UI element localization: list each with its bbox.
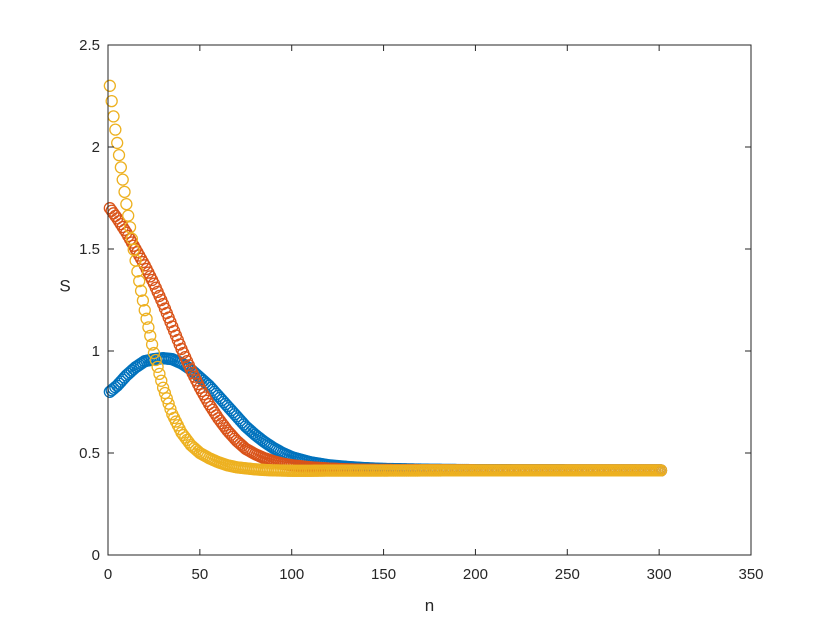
y-tick-label: 0.5: [79, 445, 100, 462]
data-point: [122, 209, 135, 222]
data-point: [116, 173, 129, 186]
x-tick-label: 0: [104, 566, 112, 583]
plot-frame: [107, 44, 752, 556]
y-tick-label: 1: [92, 343, 100, 360]
data-point: [123, 221, 137, 234]
data-point: [105, 94, 118, 108]
x-axis-label: n: [425, 596, 434, 615]
x-tick-label: 50: [192, 566, 209, 583]
y-tick-label: 2.5: [79, 37, 100, 54]
data-point: [103, 79, 116, 92]
data-point: [142, 321, 155, 334]
data-point: [134, 284, 148, 297]
data-point: [118, 223, 131, 236]
series-layer: [103, 79, 668, 477]
data-point: [140, 312, 153, 325]
data-point: [158, 386, 172, 400]
data-point: [147, 346, 161, 360]
data-point: [151, 360, 164, 374]
data-point: [654, 464, 668, 477]
y-tick-label: 1.5: [79, 241, 100, 258]
series-3: [103, 79, 668, 477]
data-point: [144, 329, 157, 343]
data-point: [131, 265, 144, 278]
data-point: [160, 392, 173, 405]
x-tick-label: 100: [279, 566, 304, 583]
data-point: [156, 381, 170, 394]
data-point: [145, 338, 159, 351]
data-point: [162, 397, 175, 410]
data-point: [153, 367, 166, 381]
data-point: [109, 123, 122, 136]
data-point: [149, 353, 162, 367]
data-point: [155, 374, 168, 387]
y-axis-label: S: [59, 277, 70, 296]
data-point: [120, 197, 133, 211]
x-tick-label: 250: [555, 566, 580, 583]
data-point: [112, 149, 126, 162]
axes-layer: 0 50 100 150 200 250 300 350 0 0.5 1 1.5 2 2.5: [79, 37, 763, 583]
x-tick-label: 150: [371, 566, 396, 583]
data-point: [114, 161, 128, 174]
data-point: [136, 294, 150, 307]
data-point: [133, 274, 146, 288]
data-point: [118, 185, 131, 199]
x-tick-label: 350: [738, 566, 763, 583]
x-tick-label: 200: [463, 566, 488, 583]
x-tick-label: 300: [647, 566, 672, 583]
y-tick-label: 2: [92, 139, 100, 156]
data-point: [111, 136, 124, 150]
y-tick-label: 0: [92, 547, 100, 564]
data-point: [138, 304, 151, 317]
